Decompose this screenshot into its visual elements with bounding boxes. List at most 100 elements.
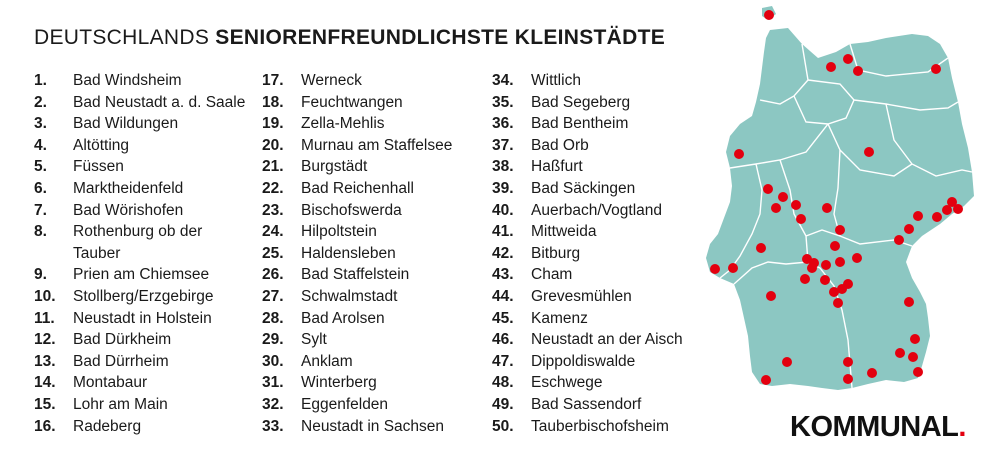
ranking-town: Bad Dürkheim (73, 331, 172, 349)
ranking-town: Bad Reichenhall (301, 179, 414, 197)
ranking-number: 46. (492, 331, 514, 349)
ranking-number: 33. (262, 417, 284, 435)
ranking-item: 45. Kamenz (492, 308, 722, 330)
city-marker (843, 54, 853, 64)
city-marker (820, 275, 830, 285)
ranking-item: 39. Bad Säckingen (492, 178, 722, 200)
ranking-number: 14. (34, 374, 56, 392)
ranking-town: Bischofswerda (301, 201, 402, 219)
ranking-item: 13. Bad Dürrheim (34, 351, 264, 373)
city-marker (830, 241, 840, 251)
ranking-town: Haldensleben (301, 244, 396, 262)
ranking-number: 34. (492, 72, 514, 89)
ranking-item: 7. Bad Wörishofen (34, 200, 264, 222)
ranking-town: Hilpoltstein (301, 223, 377, 241)
state-border (827, 123, 913, 177)
city-marker (756, 243, 766, 253)
ranking-item: 8. Rothenburg ob der Tauber (34, 221, 264, 264)
ranking-number: 28. (262, 309, 284, 327)
ranking-item: 50. Tauberbischofsheim (492, 416, 722, 438)
city-marker (800, 274, 810, 284)
ranking-column-1: 1. Bad Windsheim 2. Bad Neustadt a. d. Saal… (34, 70, 264, 437)
ranking-number: 13. (34, 352, 56, 370)
ranking-item: 44. Grevesmühlen (492, 286, 722, 308)
ranking-item: 4. Altötting (34, 135, 264, 157)
state-border (779, 159, 809, 263)
ranking-number: 30. (262, 352, 284, 370)
ranking-number: 39. (492, 179, 514, 197)
ranking-item: 33. Neustadt in Sachsen (262, 416, 492, 438)
city-marker (782, 357, 792, 367)
ranking-town: Schwalmstadt (301, 287, 398, 305)
ranking-town: Bad Staffelstein (301, 266, 410, 284)
city-markers (710, 10, 963, 385)
city-marker (953, 204, 963, 214)
ranking-number: 27. (262, 287, 284, 305)
city-marker (908, 352, 918, 362)
ranking-town: Bad Segeberg (531, 93, 631, 111)
ranking-town: Dippoldiswalde (531, 352, 636, 370)
ranking-town: Stollberg/Erzgebirge (73, 287, 214, 305)
ranking-number: 49. (492, 395, 514, 413)
city-marker (843, 357, 853, 367)
ranking-item: 16. Radeberg (34, 416, 264, 438)
ranking-number: 21. (262, 158, 284, 176)
city-marker (904, 224, 914, 234)
ranking-number: 31. (262, 374, 284, 392)
city-marker (821, 260, 831, 270)
ranking-column-2: 17. Werneck 18. Feuchtwangen 19. Zella-Mehlis… (262, 70, 492, 437)
ranking-item: 37. Bad Orb (492, 135, 722, 157)
title-bold: SENIORENFREUNDLICHSTE KLEINSTÄDTE (215, 26, 666, 49)
state-border (853, 99, 959, 111)
ranking-column-3: 34. Wittlich 35. Bad Segeberg 36. Bad Benthei… (492, 70, 722, 437)
ranking-town: Eschwege (531, 374, 603, 392)
city-marker (764, 10, 774, 20)
ranking-town: Bad Säckingen (531, 179, 636, 197)
ranking-number: 42. (492, 244, 514, 262)
state-border (733, 261, 809, 285)
city-marker (913, 367, 923, 377)
city-marker (761, 375, 771, 385)
city-marker (766, 291, 776, 301)
city-marker (829, 287, 839, 297)
ranking-town: Bitburg (531, 244, 581, 262)
city-marker (843, 374, 853, 384)
ranking-number: 7. (34, 201, 47, 219)
ranking-item: 40. Auerbach/Vogtland (492, 200, 722, 222)
ranking-number: 9. (34, 266, 47, 284)
ranking-item: 38. Haßfurt (492, 156, 722, 178)
ranking-number: 41. (492, 223, 514, 241)
ranking-item: 34. Wittlich (492, 70, 722, 92)
ranking-number: 36. (492, 115, 514, 133)
ranking-number: 45. (492, 309, 514, 327)
ranking-number: 16. (34, 417, 56, 435)
germany-map (706, 6, 974, 390)
ranking-number: 5. (34, 158, 47, 176)
page-title: DEUTSCHLANDS SENIORENFREUNDLICHSTE KLEIN… (34, 26, 665, 50)
ranking-item: 10. Stollberg/Erzgebirge (34, 286, 264, 308)
ranking-item: 35. Bad Segeberg (492, 92, 722, 114)
ranking-item: 47. Dippoldiswalde (492, 351, 722, 373)
city-marker (728, 263, 738, 273)
ranking-number: 19. (262, 115, 284, 133)
city-marker (763, 184, 773, 194)
ranking-item: 5. Füssen (34, 156, 264, 178)
ranking-item: 15. Lohr am Main (34, 394, 264, 416)
ranking-item: 6. Marktheidenfeld (34, 178, 264, 200)
ranking-item: 42. Bitburg (492, 243, 722, 265)
city-marker (802, 254, 812, 264)
ranking-number: 1. (34, 72, 47, 89)
ranking-town: Eggenfelden (301, 395, 389, 413)
ranking-number: 47. (492, 352, 514, 370)
ranking-item: 9. Prien am Chiemsee (34, 264, 264, 286)
ranking-town: Lohr am Main (73, 395, 168, 413)
ranking-item: 18. Feuchtwangen (262, 92, 492, 114)
ranking-number: 17. (262, 72, 284, 89)
city-marker (910, 334, 920, 344)
ranking-town: Werneck (301, 72, 362, 89)
ranking-town: Kamenz (531, 309, 588, 327)
map-land (706, 6, 974, 390)
ranking-item: 26. Bad Staffelstein (262, 264, 492, 286)
ranking-number: 22. (262, 179, 284, 197)
ranking-item: 24. Hilpoltstein (262, 221, 492, 243)
